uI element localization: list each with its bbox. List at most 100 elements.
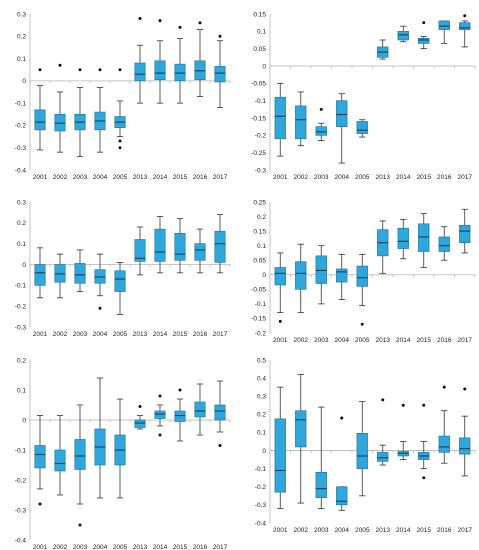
box-2017: [459, 208, 471, 254]
box-2013: [377, 39, 389, 60]
x-tick-label: 2005: [355, 174, 370, 181]
box-iqr: [356, 265, 368, 287]
box-iqr: [356, 121, 368, 134]
outlier-point: [218, 444, 222, 447]
outlier-point: [340, 416, 344, 420]
box-2014: [397, 25, 409, 43]
box-iqr: [397, 31, 409, 41]
box-iqr: [274, 418, 286, 493]
box-2002: [54, 63, 66, 153]
box-iqr: [336, 100, 348, 127]
y-tick-label: 0.3: [17, 11, 26, 18]
y-tick-label: 0.5: [257, 357, 266, 364]
box-2014: [154, 19, 166, 104]
x-tick-label: 2001: [33, 174, 48, 181]
outlier-point: [118, 146, 122, 150]
box-2005: [114, 68, 126, 150]
x-tick-label: 2013: [376, 337, 391, 344]
x-tick-label: 2005: [113, 544, 128, 550]
x-tick-label: 2002: [53, 544, 68, 550]
box-2001: [34, 415, 46, 506]
x-tick-label: 2002: [53, 331, 68, 338]
y-tick-label: 0.1: [257, 29, 266, 36]
x-tick-label: 2002: [294, 337, 309, 344]
box-2005: [356, 253, 368, 326]
box-iqr: [295, 105, 307, 140]
x-tick-label: 2004: [335, 337, 350, 344]
x-tick-label: 2014: [153, 544, 168, 550]
y-tick-label: -0.1: [255, 98, 267, 105]
box-2017: [214, 380, 226, 447]
box-iqr: [134, 62, 146, 82]
x-tick-label: 2004: [335, 174, 350, 181]
y-tick-label: -0.1: [15, 283, 27, 290]
box-iqr: [194, 401, 206, 418]
box-iqr: [174, 232, 186, 261]
x-tick-label: 2002: [294, 527, 309, 534]
box-2001: [34, 68, 46, 151]
y-tick-label: 0: [262, 272, 266, 279]
box-2014: [397, 219, 409, 260]
x-tick-label: 2004: [93, 174, 108, 181]
box-iqr: [34, 264, 46, 286]
x-tick-label: 2005: [113, 331, 128, 338]
box-2015: [418, 213, 430, 268]
x-tick-label: 2016: [193, 331, 208, 338]
box-iqr: [315, 255, 327, 284]
box-2017: [214, 214, 226, 274]
box-iqr: [274, 267, 286, 286]
box-iqr: [418, 223, 430, 252]
x-tick-label: 2004: [93, 544, 108, 550]
y-tick-label: -0.4: [255, 520, 267, 527]
box-iqr: [336, 268, 348, 283]
box-2004: [336, 416, 348, 511]
box-2002: [295, 91, 307, 147]
box-2013: [377, 220, 389, 274]
y-tick-label: -0.2: [255, 330, 267, 337]
y-tick-label: -0.4: [15, 537, 27, 544]
box-iqr: [315, 126, 327, 136]
box-iqr: [295, 261, 307, 290]
box-2015: [174, 218, 186, 274]
box-2016: [194, 21, 206, 97]
box-iqr: [74, 439, 86, 470]
x-tick-label: 2016: [437, 527, 452, 534]
outlier-point: [178, 388, 182, 392]
y-tick-label: 0.05: [253, 46, 266, 53]
box-2013: [134, 226, 146, 276]
x-tick-label: 2003: [314, 527, 329, 534]
x-tick-label: 2015: [417, 527, 432, 534]
y-tick-label: 0.1: [17, 387, 26, 394]
outlier-point: [401, 403, 405, 407]
box-2017: [459, 387, 471, 477]
y-tick-label: -0.3: [255, 502, 267, 509]
x-tick-label: 2014: [396, 174, 411, 181]
box-iqr: [356, 433, 368, 469]
box-2016: [438, 226, 450, 261]
x-tick-label: 2017: [213, 331, 228, 338]
box-2004: [94, 253, 106, 310]
box-2005: [356, 119, 368, 138]
outlier-point: [118, 68, 122, 72]
x-tick-label: 2003: [314, 174, 329, 181]
box-2003: [315, 245, 327, 305]
x-tick-label: 2016: [193, 174, 208, 181]
box-2004: [94, 68, 106, 153]
box-2003: [315, 107, 327, 141]
x-tick-label: 2002: [53, 174, 68, 181]
outlier-point: [118, 139, 122, 143]
y-tick-label: -0.2: [15, 477, 27, 484]
box-2004: [94, 377, 106, 499]
box-2016: [438, 20, 450, 44]
box-2005: [114, 262, 126, 315]
x-tick-label: 2001: [273, 337, 288, 344]
x-tick-label: 2013: [133, 331, 148, 338]
outlier-point: [98, 68, 102, 72]
box-2013: [134, 405, 146, 430]
box-2017: [459, 14, 471, 48]
box-2015: [418, 403, 430, 480]
y-tick-label: 0.3: [257, 394, 266, 401]
outlier-point: [463, 387, 467, 391]
box-2015: [418, 21, 430, 50]
y-tick-label: -0.25: [251, 150, 266, 157]
